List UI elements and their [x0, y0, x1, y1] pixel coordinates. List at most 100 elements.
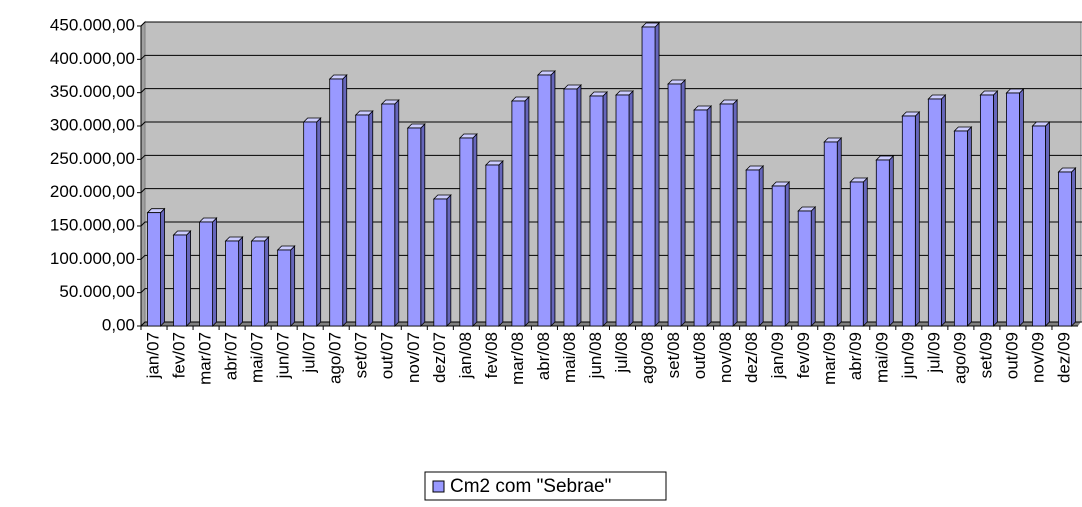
bar-side [420, 123, 426, 327]
bar-group [484, 160, 504, 327]
x-tick-label: out/08 [690, 332, 709, 379]
bar-group [1005, 88, 1025, 327]
bar [563, 88, 578, 327]
bar-group [354, 110, 374, 327]
grid-line [140, 288, 1082, 294]
grid-line [140, 54, 1082, 60]
x-tick-label: set/07 [352, 332, 371, 378]
bar-group [432, 194, 452, 327]
bar [615, 94, 630, 327]
bar-side [914, 111, 920, 327]
bar [225, 240, 240, 327]
bar [693, 109, 708, 327]
bar-side [1045, 121, 1050, 327]
bar-side [680, 79, 686, 327]
bar [433, 198, 448, 327]
bar-group [250, 236, 270, 327]
y-tick-label: 350.000,00 [50, 82, 135, 101]
x-tick-label: jun/09 [898, 332, 917, 379]
bar-side [186, 230, 191, 327]
x-tick-label: jul/08 [612, 332, 631, 374]
bar-group [146, 207, 166, 327]
x-tick-label: nov/07 [404, 332, 423, 383]
legend: Cm2 com "Sebrae" [424, 471, 667, 501]
bar-side [238, 236, 244, 327]
bar-group [406, 123, 426, 327]
grid-line [140, 188, 1082, 194]
bar-side [654, 22, 660, 327]
bar-group [198, 217, 218, 327]
y-tick-label: 50.000,00 [59, 282, 135, 301]
bar-side [160, 207, 165, 327]
bar-group [1057, 167, 1077, 327]
bar [1006, 92, 1020, 327]
bar-side [888, 155, 894, 327]
bar [407, 127, 422, 327]
bar-group [719, 99, 739, 327]
bar-group [771, 181, 791, 327]
bar-group [589, 91, 608, 327]
legend-label: Cm2 com "Sebrae" [450, 476, 611, 497]
bar-group [380, 99, 400, 327]
bar [277, 249, 292, 327]
bar-side [784, 181, 790, 327]
bar [485, 164, 500, 327]
bar [1058, 171, 1072, 327]
x-tick-label: jan/09 [768, 332, 787, 379]
bar [459, 137, 474, 327]
grid-line [140, 154, 1082, 160]
bar-side [550, 70, 556, 327]
x-tick-label: mai/09 [872, 332, 891, 383]
bar-side [290, 245, 296, 327]
bar [511, 100, 526, 327]
bar-side [472, 133, 478, 327]
bar-group [745, 165, 765, 327]
x-tick-label: jul/09 [924, 332, 943, 374]
bar-side [1071, 167, 1076, 327]
side-wall [140, 20, 146, 328]
bar [641, 26, 656, 327]
bar [927, 98, 942, 327]
bar [745, 169, 760, 327]
bar-group [510, 96, 530, 327]
bar-group [172, 230, 192, 327]
bar-group [693, 105, 713, 327]
grid-line [140, 88, 1082, 94]
grid-line [140, 254, 1082, 260]
bar-side [264, 236, 270, 327]
bar-side [628, 90, 634, 327]
bar-side [836, 137, 842, 327]
x-tick-label: mar/08 [508, 332, 527, 385]
bar [329, 78, 344, 327]
x-tick-label: out/09 [1002, 332, 1021, 379]
bar-side [316, 117, 322, 327]
y-tick-label: 200.000,00 [50, 182, 135, 201]
bar-side [576, 84, 582, 327]
bar-group [927, 94, 947, 327]
bar-group [328, 74, 348, 327]
bar-group [276, 245, 296, 327]
bar-group [849, 177, 869, 327]
bar-group [1031, 121, 1051, 327]
bar-group [536, 70, 556, 327]
x-tick-label: jul/07 [300, 332, 319, 374]
x-tick-label: fev/07 [170, 332, 189, 378]
y-tick-label: 450.000,00 [50, 15, 135, 34]
bar [1032, 125, 1046, 327]
bar-side [524, 96, 530, 327]
bar [823, 141, 838, 327]
y-tick-label: 150.000,00 [50, 215, 135, 234]
x-tick-label: dez/07 [430, 332, 449, 383]
bar [589, 95, 604, 327]
legend-box [424, 471, 667, 501]
bar [901, 115, 916, 327]
x-tick-label: fev/08 [482, 332, 501, 378]
x-tick-label: abr/08 [534, 332, 553, 380]
bar-side [706, 105, 712, 327]
x-tick-label: nov/09 [1028, 332, 1047, 383]
x-tick-label: mai/08 [560, 332, 579, 383]
bar-side [732, 99, 738, 327]
bar [719, 103, 734, 327]
bar-group [458, 133, 478, 327]
x-tick-label: jun/07 [274, 332, 293, 379]
